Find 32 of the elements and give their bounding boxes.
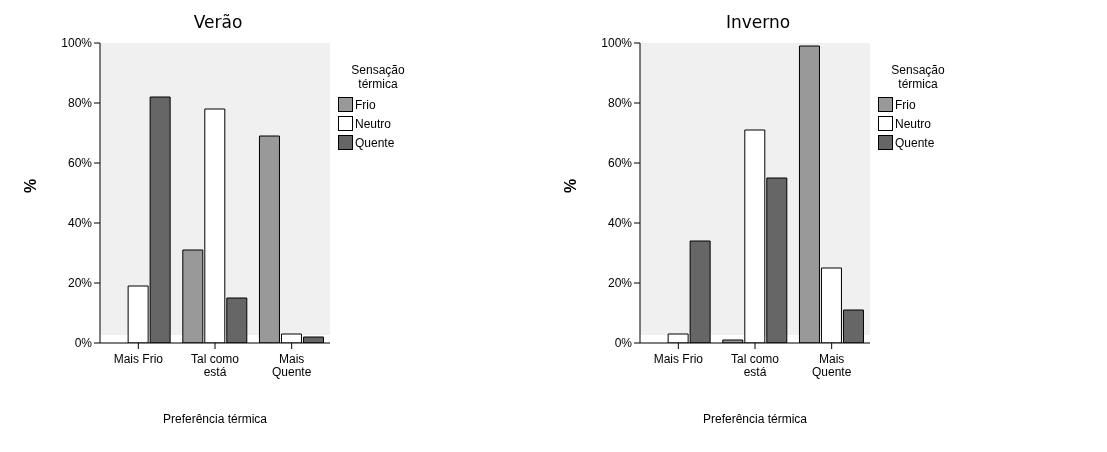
y-tick-label: 100% xyxy=(601,36,633,51)
y-tick-label: 100% xyxy=(61,36,93,51)
y-tick-label: 60% xyxy=(67,156,93,171)
legend-label: Frio xyxy=(895,97,916,112)
legend-label: Quente xyxy=(895,135,935,150)
x-tick-label: Mais Frio xyxy=(653,352,704,366)
x-tick-label: Tal como está xyxy=(190,352,240,379)
y-tick-label: 60% xyxy=(607,156,633,171)
legend-title: Sensação térmica xyxy=(350,63,406,91)
y-tick-label: 20% xyxy=(67,276,93,291)
y-tick-label: 40% xyxy=(607,216,633,231)
y-axis-title: % xyxy=(21,178,39,193)
x-axis-title: Preferência térmica xyxy=(702,412,808,426)
x-axis-title: Preferência térmica xyxy=(162,412,268,426)
x-tick-label: Tal como está xyxy=(730,352,780,379)
legend-label: Quente xyxy=(355,135,395,150)
chart-title: Verão xyxy=(192,12,244,32)
x-tick-label: Mais Quente xyxy=(271,352,312,379)
y-tick-label: 0% xyxy=(74,336,93,351)
legend-label: Frio xyxy=(355,97,376,112)
x-tick-label: Mais Frio xyxy=(113,352,164,366)
y-tick-label: 0% xyxy=(614,336,633,351)
legend-label: Neutro xyxy=(895,116,932,131)
x-tick-label: Mais Quente xyxy=(811,352,852,379)
chart-title: Inverno xyxy=(724,12,792,32)
y-axis-title: % xyxy=(561,178,579,193)
y-tick-label: 80% xyxy=(67,96,93,111)
y-tick-label: 80% xyxy=(607,96,633,111)
y-tick-label: 20% xyxy=(607,276,633,291)
y-tick-label: 40% xyxy=(67,216,93,231)
legend-label: Neutro xyxy=(355,116,392,131)
legend-title: Sensação térmica xyxy=(890,63,946,91)
